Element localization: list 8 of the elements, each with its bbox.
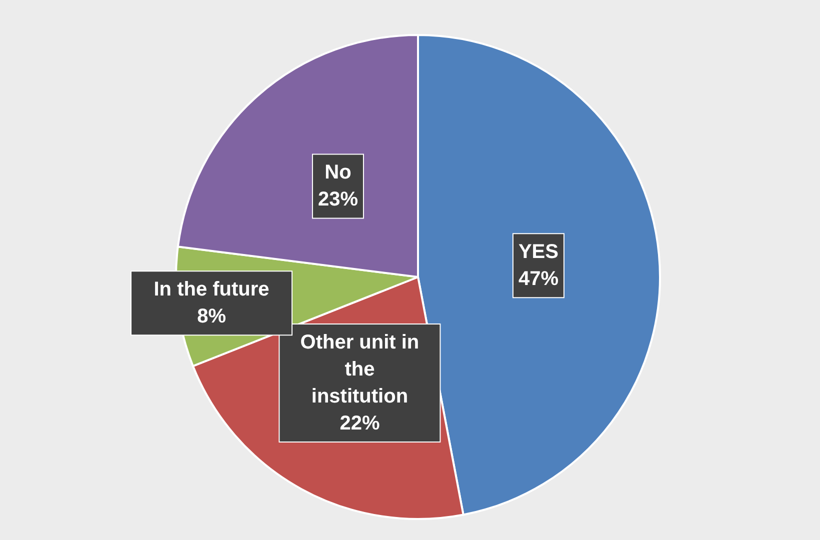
- data-label: 47%: [518, 268, 559, 290]
- data-label: 8%: [197, 306, 226, 328]
- slice-label: No: [324, 162, 352, 184]
- data-label: 23%: [318, 188, 358, 211]
- slice-label: In the future: [154, 278, 270, 301]
- data-label: 22%: [340, 412, 380, 435]
- slice-label: Other unit in the institution: [300, 332, 420, 408]
- slice-label: YES: [518, 241, 558, 264]
